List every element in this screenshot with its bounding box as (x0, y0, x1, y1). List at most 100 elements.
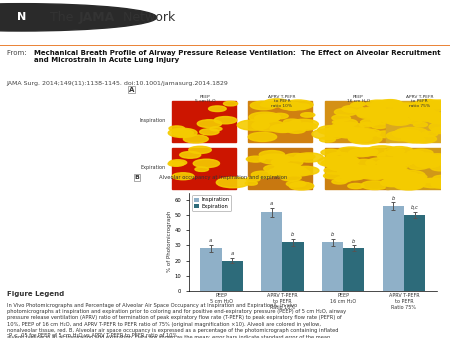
Circle shape (340, 172, 364, 180)
Circle shape (371, 123, 387, 128)
Text: The: The (50, 11, 77, 24)
Circle shape (400, 174, 425, 182)
Circle shape (360, 119, 381, 125)
Text: a: a (230, 251, 234, 257)
Circle shape (208, 106, 226, 112)
Circle shape (325, 133, 339, 137)
Circle shape (411, 109, 433, 116)
Text: Inspiration: Inspiration (140, 118, 166, 123)
Circle shape (324, 167, 347, 174)
Circle shape (426, 100, 450, 108)
Circle shape (435, 102, 450, 108)
Bar (386, 100, 450, 142)
Circle shape (312, 129, 345, 139)
Circle shape (433, 155, 450, 162)
Circle shape (251, 171, 274, 178)
Circle shape (407, 111, 431, 118)
Text: N: N (17, 13, 26, 22)
Circle shape (335, 176, 352, 182)
Circle shape (366, 100, 389, 107)
Circle shape (348, 132, 360, 136)
Circle shape (264, 99, 289, 107)
Circle shape (264, 165, 287, 172)
Bar (325, 148, 389, 189)
Circle shape (272, 166, 302, 176)
Circle shape (380, 158, 399, 164)
Circle shape (436, 115, 450, 119)
Circle shape (331, 156, 359, 165)
Circle shape (380, 168, 401, 175)
Circle shape (381, 179, 405, 187)
Circle shape (421, 101, 436, 105)
Circle shape (294, 153, 323, 162)
Circle shape (331, 127, 362, 137)
Circle shape (333, 120, 344, 124)
Circle shape (195, 167, 208, 171)
Circle shape (389, 149, 405, 154)
Circle shape (357, 169, 388, 179)
Circle shape (380, 114, 413, 124)
Circle shape (216, 177, 249, 188)
Circle shape (342, 105, 364, 113)
Text: b: b (331, 232, 334, 237)
Circle shape (332, 115, 351, 121)
Circle shape (189, 146, 211, 153)
Circle shape (400, 172, 418, 178)
Text: Figure Legend: Figure Legend (7, 291, 64, 297)
Circle shape (382, 178, 409, 186)
Text: JAMA Surg. 2014;149(11):1138-1145. doi:10.1001/jamasurg.2014.1829: JAMA Surg. 2014;149(11):1138-1145. doi:1… (7, 81, 229, 86)
Circle shape (409, 102, 432, 110)
Circle shape (353, 148, 378, 156)
Circle shape (334, 108, 357, 116)
Bar (172, 100, 236, 142)
Circle shape (295, 106, 306, 110)
Circle shape (363, 165, 394, 175)
Circle shape (400, 161, 411, 164)
Circle shape (393, 154, 419, 162)
Circle shape (388, 158, 413, 166)
Circle shape (360, 122, 374, 127)
Circle shape (193, 159, 220, 168)
Circle shape (371, 115, 398, 124)
Circle shape (288, 119, 318, 129)
Circle shape (271, 157, 303, 167)
Circle shape (432, 127, 450, 134)
Circle shape (184, 135, 208, 143)
Circle shape (394, 103, 419, 111)
Circle shape (249, 112, 280, 122)
Circle shape (418, 178, 448, 188)
Circle shape (353, 160, 375, 167)
Circle shape (324, 156, 341, 161)
Circle shape (417, 159, 440, 166)
Circle shape (340, 130, 360, 137)
Circle shape (348, 184, 364, 189)
Circle shape (389, 168, 409, 174)
Circle shape (324, 173, 343, 179)
Circle shape (280, 174, 301, 181)
Text: b: b (392, 196, 395, 201)
Circle shape (401, 137, 415, 141)
Circle shape (410, 114, 431, 121)
Bar (322, 242, 343, 291)
Bar (221, 261, 243, 291)
Circle shape (376, 113, 402, 121)
Circle shape (332, 179, 347, 184)
Circle shape (422, 178, 435, 183)
Circle shape (426, 158, 442, 163)
Bar (200, 248, 221, 291)
Circle shape (405, 137, 425, 143)
Circle shape (383, 100, 403, 107)
Circle shape (414, 160, 441, 168)
Circle shape (197, 120, 222, 127)
Circle shape (426, 154, 449, 161)
Circle shape (382, 173, 405, 180)
Circle shape (331, 122, 364, 133)
Circle shape (424, 102, 444, 109)
Circle shape (383, 163, 395, 167)
Circle shape (409, 163, 428, 169)
Circle shape (382, 170, 413, 180)
Circle shape (402, 130, 420, 136)
Bar (404, 215, 425, 291)
Text: From:: From: (7, 50, 29, 55)
Circle shape (284, 153, 307, 161)
